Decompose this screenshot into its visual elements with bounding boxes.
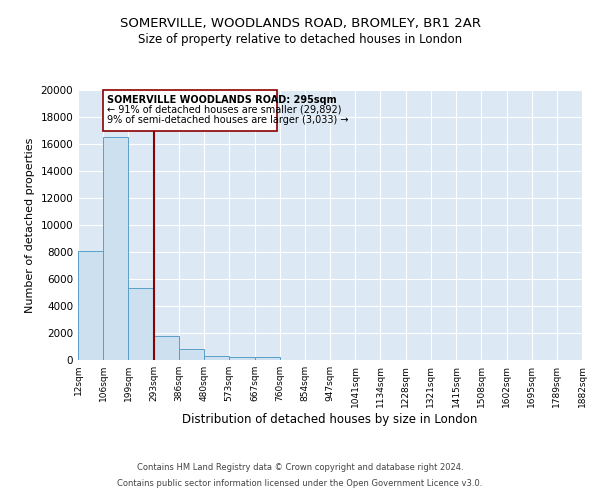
Text: ← 91% of detached houses are smaller (29,892): ← 91% of detached houses are smaller (29… [107,105,342,115]
Text: 9% of semi-detached houses are larger (3,033) →: 9% of semi-detached houses are larger (3… [107,115,349,125]
FancyBboxPatch shape [103,90,277,130]
Text: Size of property relative to detached houses in London: Size of property relative to detached ho… [138,32,462,46]
Text: SOMERVILLE WOODLANDS ROAD: 295sqm: SOMERVILLE WOODLANDS ROAD: 295sqm [107,94,337,104]
Y-axis label: Number of detached properties: Number of detached properties [25,138,35,312]
Bar [179,349,204,360]
Bar [254,358,280,360]
Bar [78,250,103,360]
Text: Contains public sector information licensed under the Open Government Licence v3: Contains public sector information licen… [118,478,482,488]
Bar [128,288,154,360]
Bar [229,358,254,360]
X-axis label: Distribution of detached houses by size in London: Distribution of detached houses by size … [182,412,478,426]
Bar [204,356,229,360]
Text: Contains HM Land Registry data © Crown copyright and database right 2024.: Contains HM Land Registry data © Crown c… [137,464,463,472]
Bar [103,137,128,360]
Bar [154,336,179,360]
Text: SOMERVILLE, WOODLANDS ROAD, BROMLEY, BR1 2AR: SOMERVILLE, WOODLANDS ROAD, BROMLEY, BR1… [119,18,481,30]
